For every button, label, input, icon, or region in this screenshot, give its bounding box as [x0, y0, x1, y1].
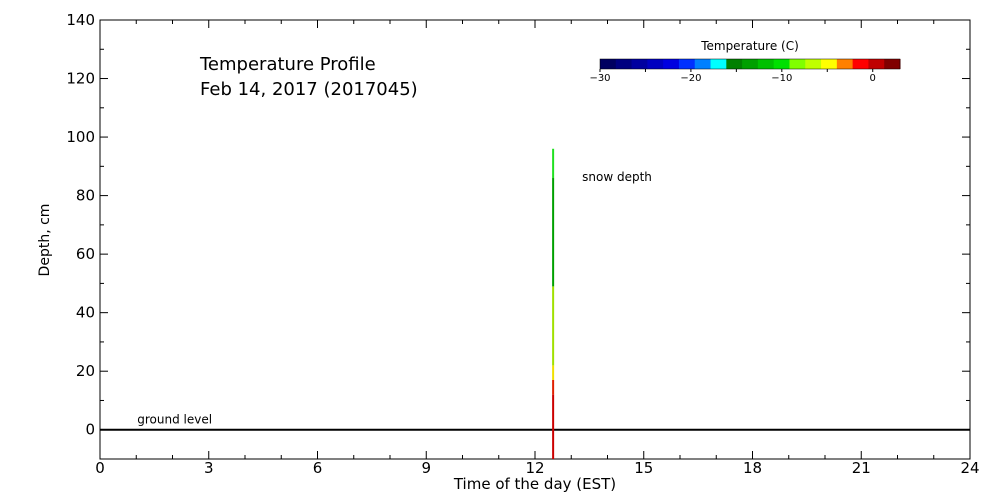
colorbar-title: Temperature (C) [700, 39, 799, 53]
colorbar-tick-label: −20 [680, 73, 701, 84]
colorbar-swatch [615, 59, 633, 69]
colorbar-swatch [757, 59, 775, 69]
y-axis-label: Depth, cm [37, 204, 53, 277]
x-tick-label: 0 [95, 459, 105, 477]
colorbar-swatch [821, 59, 838, 69]
colorbar-swatch [710, 59, 727, 69]
x-tick-label: 18 [743, 459, 762, 477]
colorbar-swatch [789, 59, 806, 69]
x-tick-label: 12 [525, 459, 544, 477]
colorbar-swatch [631, 59, 648, 69]
x-tick-label: 3 [204, 459, 214, 477]
y-tick-label: 0 [85, 421, 95, 439]
colorbar-swatch [805, 59, 822, 69]
colorbar-tick-label: 0 [870, 73, 876, 84]
y-tick-label: 20 [76, 362, 95, 380]
y-tick-label: 100 [66, 128, 95, 146]
colorbar-swatch [884, 59, 901, 69]
snow-depth-annotation: snow depth [582, 170, 652, 184]
colorbar-tick-label: −10 [771, 73, 792, 84]
ground-level-annotation: ground level [137, 413, 212, 427]
x-tick-label: 9 [421, 459, 431, 477]
x-tick-label: 15 [634, 459, 653, 477]
colorbar-swatch [647, 59, 664, 69]
colorbar-swatch [678, 59, 696, 69]
y-tick-label: 80 [76, 187, 95, 205]
y-tick-label: 140 [66, 11, 95, 29]
x-tick-label: 24 [960, 459, 979, 477]
colorbar-swatch [773, 59, 790, 69]
colorbar-swatch [852, 59, 869, 69]
colorbar-tick-label: −30 [589, 73, 610, 84]
colorbar-frame [599, 58, 901, 70]
x-axis-label: Time of the day (EST) [453, 475, 616, 493]
colorbar-swatch [836, 59, 854, 69]
colorbar-swatch [726, 59, 743, 69]
colorbar-swatch [663, 59, 680, 69]
colorbar-swatch [600, 59, 617, 69]
colorbar-swatch [694, 59, 712, 69]
x-tick-label: 6 [313, 459, 323, 477]
colorbar-swatch [742, 59, 759, 69]
chart-title: Temperature Profile [199, 54, 376, 75]
y-tick-label: 60 [76, 245, 95, 263]
x-tick-label: 21 [852, 459, 871, 477]
chart-subtitle: Feb 14, 2017 (2017045) [200, 79, 418, 100]
colorbar: −30 −20 −10 0 [589, 58, 901, 84]
colorbar-swatch [868, 59, 885, 69]
axes: 0 3 6 9 12 15 18 21 24 0 20 40 60 80 100 120 140 [66, 11, 979, 477]
y-tick-label: 40 [76, 304, 95, 322]
y-tick-label: 120 [66, 70, 95, 88]
